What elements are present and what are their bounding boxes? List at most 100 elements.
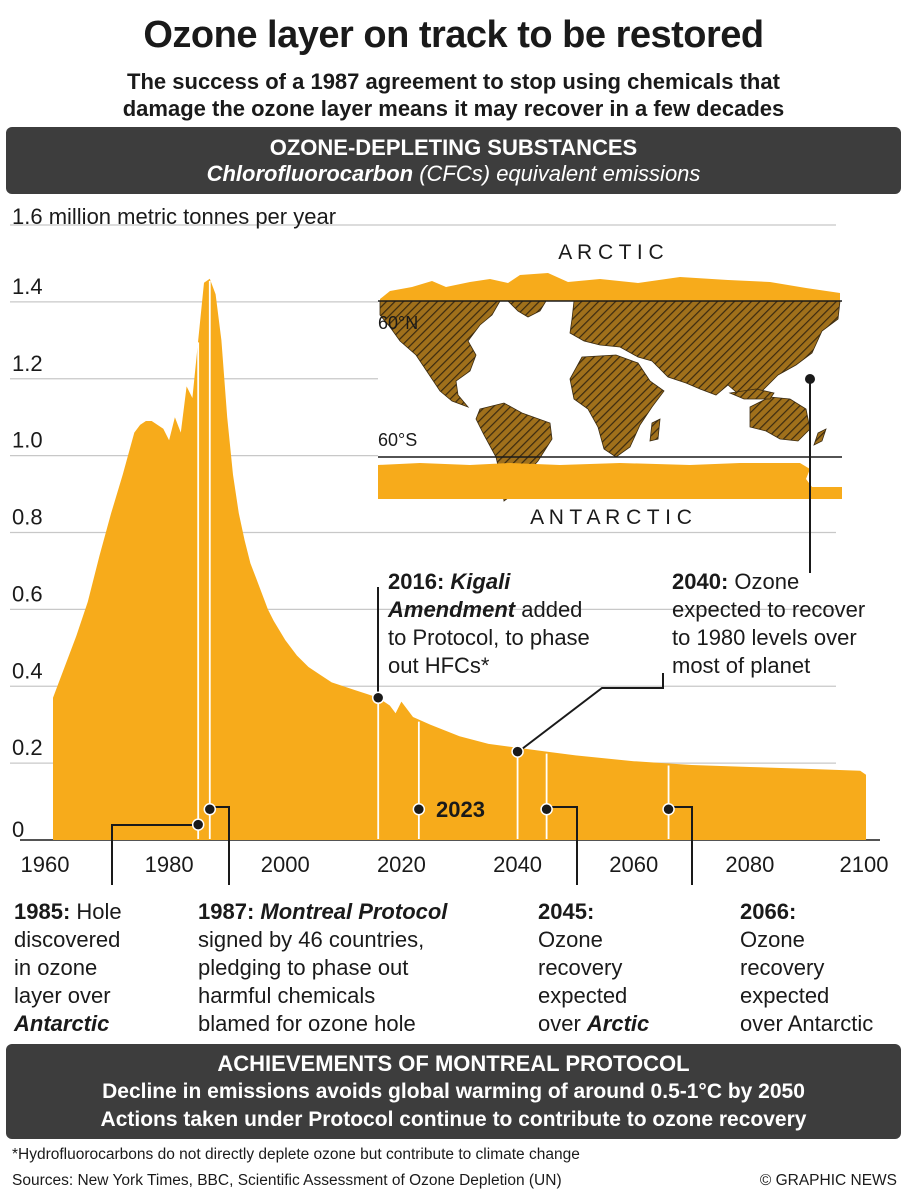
y-tick-label: 1.4	[12, 274, 43, 299]
annotation-2045: 2045: Ozone recovery expected over Arcti…	[538, 898, 649, 1038]
x-tick-label: 1960	[21, 852, 70, 877]
y2040-year: 2040:	[672, 569, 729, 594]
y1985-rest-0: Hole	[70, 899, 122, 924]
x-tick-label: 2080	[725, 852, 774, 877]
kigali-rest-3: out HFCs*	[388, 653, 490, 678]
y-tick-label: 0.6	[12, 581, 43, 606]
kigali-rest-2: to Protocol, to phase	[388, 625, 590, 650]
y1987-name: Montreal Protocol	[260, 899, 448, 924]
new-zealand	[813, 428, 827, 446]
cfc-rest: (CFCs) equivalent emissions	[413, 161, 701, 186]
y2066-rest-3: expected	[740, 983, 830, 1008]
arctic-label: A R C T I C	[558, 241, 663, 264]
page-subtitle: The success of a 1987 agreement to stop …	[0, 68, 907, 122]
antarctic-label: A N T A R C T I C	[530, 506, 692, 529]
emissions-area	[53, 278, 866, 840]
y1987-rest-4: blamed for ozone hole	[198, 1011, 416, 1036]
antarctic-land	[378, 463, 842, 499]
leader-2040	[517, 673, 664, 753]
y2045-rest-4: over	[538, 1011, 587, 1036]
cfc-term: Chlorofluorocarbon	[206, 161, 414, 186]
y-tick-label: 0.4	[12, 658, 43, 683]
achievements-banner: ACHIEVEMENTS OF MONTREAL PROTOCOL Declin…	[6, 1044, 901, 1139]
leader-1985	[111, 824, 198, 885]
x-tick-label: 2060	[609, 852, 658, 877]
y2066-rest-4: over Antarctic	[740, 1011, 874, 1036]
leader-2045	[546, 806, 578, 885]
x-tick-label: 2040	[493, 852, 542, 877]
y-axis-label: 1.6 million metric tonnes per year	[12, 204, 336, 229]
north-america	[379, 300, 501, 408]
y1985-rest-1: discovered	[14, 927, 121, 952]
y2045-year: 2045:	[538, 899, 595, 924]
annotation-1985: 1985: Hole discovered in ozone layer ove…	[14, 898, 122, 1038]
marker-label-2023: 2023	[436, 797, 485, 822]
section-banner: OZONE-DEPLETING SUBSTANCES Chlorofluoroc…	[6, 127, 901, 194]
y2040-rest-0: Ozone	[728, 569, 800, 594]
y1985-rest-3: layer over	[14, 983, 111, 1008]
x-tick-labels: 1960 1980 2000 2020 2040 2060 2080 2100	[21, 852, 889, 877]
annotation-2066: 2066: Ozone recovery expected over Antar…	[740, 898, 873, 1038]
lat-60n-label: 60°N	[378, 313, 418, 333]
event-marker	[511, 745, 524, 758]
x-tick-label: 1980	[145, 852, 194, 877]
x-tick-label: 2020	[377, 852, 426, 877]
y2045-place: Arctic	[586, 1011, 650, 1036]
achievements-line-2: Actions taken under Protocol continue to…	[100, 1108, 807, 1131]
credit: © GRAPHIC NEWS	[759, 1172, 897, 1189]
achievements-line-1: Decline in emissions avoids global warmi…	[102, 1080, 805, 1103]
event-marker	[412, 803, 426, 816]
annotation-2040: 2040: Ozone expected to recover to 1980 …	[672, 568, 865, 680]
y-tick-label: 0.8	[12, 505, 43, 530]
event-marker	[540, 803, 553, 816]
event-markers	[191, 691, 675, 831]
y2045-rest-1: Ozone	[538, 927, 603, 952]
y1987-rest-1: signed by 46 countries,	[198, 927, 425, 952]
footnote: *Hydrofluorocarbons do not directly depl…	[12, 1146, 580, 1163]
sources: Sources: New York Times, BBC, Scientific…	[12, 1172, 562, 1189]
y2040-rest-2: to 1980 levels over	[672, 625, 857, 650]
section-heading: OZONE-DEPLETING SUBSTANCES	[269, 135, 638, 160]
annotation-2016: 2016: Kigali Amendment added to Protocol…	[388, 568, 590, 680]
section-subheading: Chlorofluorocarbon (CFCs) equivalent emi…	[6, 161, 901, 187]
x-tick-label: 2100	[840, 852, 889, 877]
y2066-year: 2066:	[740, 899, 797, 924]
map-marker	[805, 374, 815, 384]
world-map: 60°N 60°S A R C T I C A N T A R C T I C	[378, 241, 843, 529]
indonesia	[728, 388, 775, 400]
subtitle-line-1: The success of a 1987 agreement to stop …	[127, 69, 780, 94]
arctic-land	[380, 273, 840, 301]
y2040-rest-1: expected to recover	[672, 597, 866, 622]
y-tick-label: 0.2	[12, 735, 43, 760]
madagascar	[649, 418, 661, 442]
y-tick-label: 0	[12, 817, 24, 842]
event-marker	[203, 803, 217, 816]
emissions-chart: 60°N 60°S A R C T I C A N T A R C T I C …	[10, 204, 889, 885]
kigali-rest-1: added	[515, 597, 583, 622]
kigali-name-1: Kigali	[450, 569, 511, 594]
y2045-rest-2: recovery	[538, 955, 623, 980]
y-tick-label: 1.0	[12, 428, 43, 453]
y2066-rest-2: recovery	[740, 955, 825, 980]
lat-60s-label: 60°S	[378, 430, 417, 450]
africa	[569, 354, 665, 458]
leader-lines	[111, 379, 811, 885]
y1985-place: Antarctic	[14, 1011, 110, 1036]
leader-2066	[669, 806, 693, 885]
y2066-rest-1: Ozone	[740, 927, 805, 952]
event-lines	[197, 280, 670, 839]
y-tick-label: 1.2	[12, 351, 43, 376]
event-marker	[662, 803, 675, 816]
achievements-heading: ACHIEVEMENTS OF MONTREAL PROTOCOL	[217, 1051, 690, 1076]
y1987-rest-2: pledging to phase out	[198, 955, 409, 980]
kigali-year: 2016:	[388, 569, 445, 594]
x-tick-label: 2000	[261, 852, 310, 877]
y2040-rest-3: most of planet	[672, 653, 811, 678]
y1987-year: 1987:	[198, 899, 255, 924]
y2045-rest-3: expected	[538, 983, 628, 1008]
subtitle-line-2: damage the ozone layer means it may reco…	[122, 96, 785, 121]
y1987-rest-3: harmful chemicals	[198, 983, 376, 1008]
kigali-name-2: Amendment	[388, 597, 516, 622]
leader-1987	[211, 806, 230, 885]
event-marker	[191, 818, 205, 831]
